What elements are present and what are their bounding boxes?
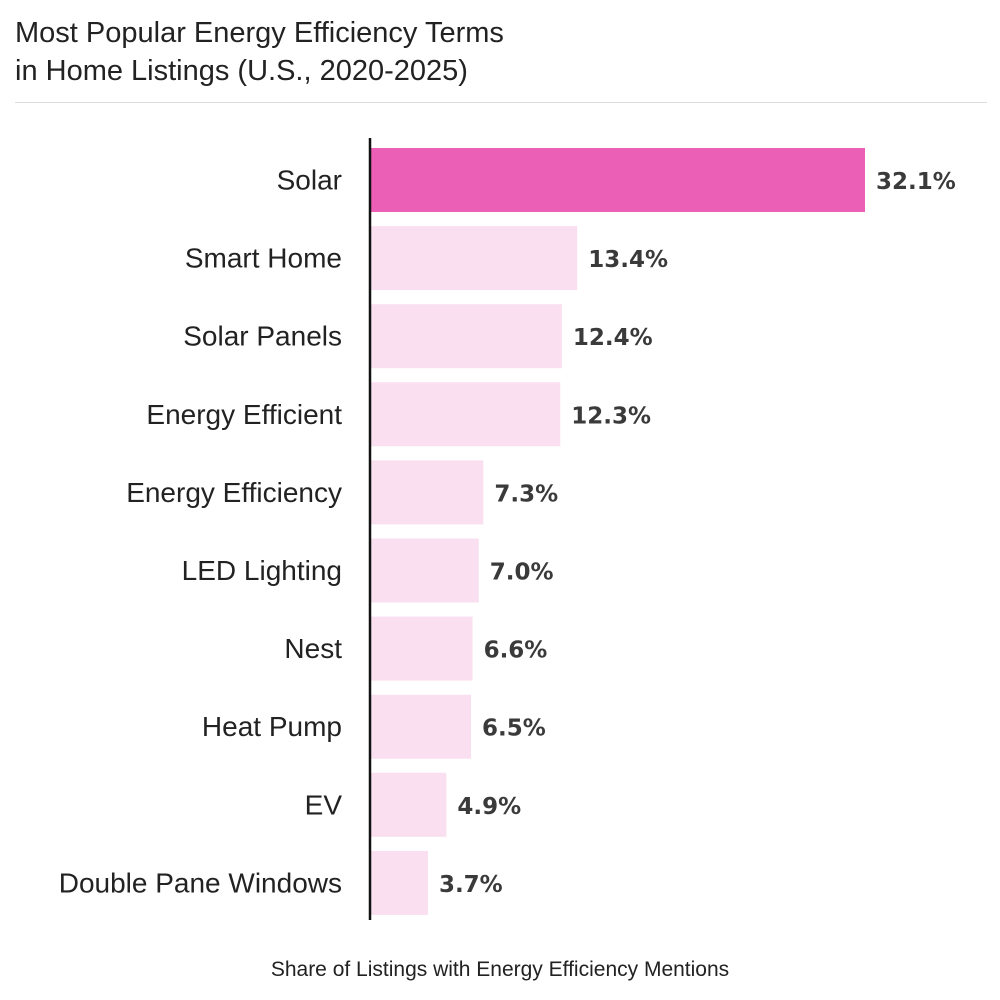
bar-led-lighting [371,538,479,603]
category-label: Solar Panels [183,321,342,352]
bar-nest [371,616,473,681]
bar-solar-panels [371,304,562,369]
value-label: 4.9% [457,794,521,820]
bar-energy-efficient [371,382,561,447]
title-divider [15,102,987,103]
category-label: Energy Efficiency [126,477,342,508]
category-label: EV [305,789,343,820]
value-label: 12.4% [573,325,653,351]
chart-title: Most Popular Energy Efficiency Terms in … [15,14,915,90]
x-axis-label: Share of Listings with Energy Efficiency… [270,958,730,981]
bar-solar [371,148,865,212]
bar-ev [371,772,447,837]
value-label: 3.7% [439,872,503,898]
category-label: Smart Home [185,243,342,274]
value-label: 6.5% [482,716,546,742]
value-label: 12.3% [571,403,651,429]
bar-energy-efficiency [371,460,484,525]
category-label: LED Lighting [182,555,342,586]
value-label: 7.0% [490,560,554,586]
value-label: 32.1% [876,169,956,195]
value-label: 13.4% [588,247,668,273]
category-label: Nest [284,633,342,664]
chart-title-line-2: in Home Listings (U.S., 2020-2025) [15,55,468,87]
bar-heat-pump [371,694,472,759]
value-label: 6.6% [484,638,548,664]
category-label: Solar [277,165,342,196]
value-label: 7.3% [494,481,558,507]
bar-smart-home [371,226,578,291]
category-label: Energy Efficient [146,399,342,430]
chart-title-line-1: Most Popular Energy Efficiency Terms [15,17,504,49]
category-label: Double Pane Windows [59,867,342,898]
category-label: Heat Pump [202,711,342,742]
bar-double-pane-windows [371,850,428,915]
